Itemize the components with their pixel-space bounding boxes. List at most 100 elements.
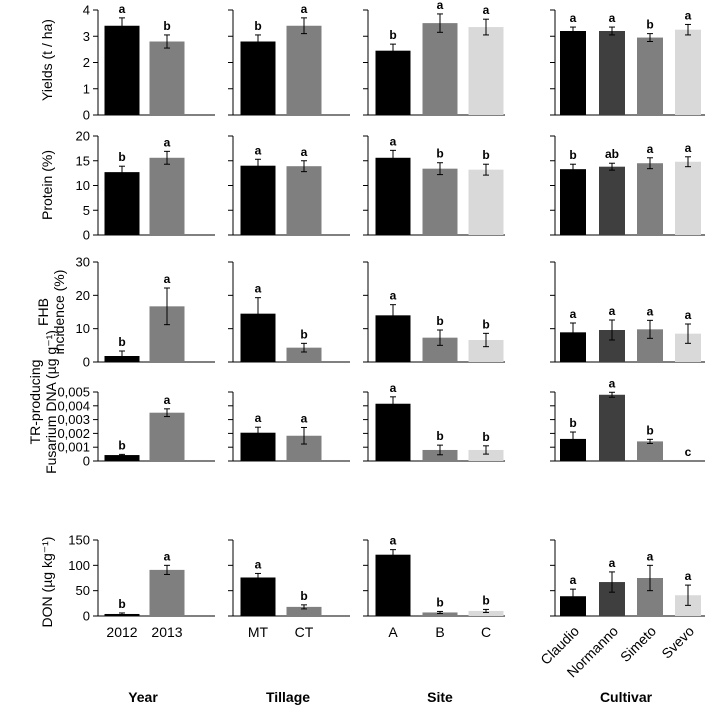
significance-letter: a — [164, 549, 171, 563]
significance-letter: b — [300, 327, 307, 341]
row-3-tick-label: 30 — [76, 255, 90, 270]
significance-letter: a — [483, 3, 490, 17]
significance-letter: a — [609, 11, 616, 25]
row-3-tick-label: 0 — [83, 355, 90, 370]
row-1-tick-label: 4 — [83, 3, 90, 18]
row-3-tick-label: 20 — [76, 288, 90, 303]
significance-letter: b — [254, 19, 261, 33]
significance-letter: a — [609, 556, 616, 570]
significance-letter: b — [569, 416, 576, 430]
row-1-tick-label: 0 — [83, 108, 90, 123]
row-2-tick-label: 0 — [83, 228, 90, 243]
row-1-tick-label: 2 — [83, 55, 90, 70]
significance-letter: a — [609, 304, 616, 318]
bar-year-2013-row-4 — [150, 413, 185, 461]
bar-cultivar-svevo-row-1 — [675, 30, 701, 115]
significance-letter: a — [301, 2, 308, 16]
category-label-b: B — [435, 624, 444, 640]
significance-letter: a — [437, 0, 444, 12]
row-2-tick-label: 10 — [76, 178, 90, 193]
row-2-tick-label: 20 — [76, 129, 90, 144]
significance-letter: a — [255, 282, 262, 296]
bar-year-2013-row-1 — [150, 42, 185, 116]
bar-year-2013-row-5 — [150, 570, 185, 616]
category-label-2012: 2012 — [106, 624, 137, 640]
bar-tillage-mt-row-2 — [241, 166, 276, 235]
significance-letter: a — [390, 381, 397, 395]
bar-tillage-mt-row-5 — [241, 577, 276, 616]
significance-letter: b — [389, 28, 396, 42]
row-4-ylabel-line-1: TR-producing — [27, 360, 43, 445]
significance-letter: b — [436, 429, 443, 443]
bar-year-2013-row-2 — [150, 158, 185, 235]
row-5-tick-label: 50 — [76, 583, 90, 598]
significance-letter: b — [482, 317, 489, 331]
significance-letter: ab — [605, 147, 619, 161]
bar-year-2012-row-2 — [105, 172, 140, 235]
significance-letter: b — [482, 148, 489, 162]
bar-site-c-row-2 — [469, 170, 504, 235]
row-5-tick-label: 0 — [83, 609, 90, 624]
significance-letter: a — [647, 304, 654, 318]
factor-label-cultivar: Cultivar — [600, 689, 653, 705]
significance-letter: b — [436, 595, 443, 609]
significance-letter: b — [118, 150, 125, 164]
significance-letter: b — [118, 597, 125, 611]
bar-cultivar-normanno-row-4 — [599, 395, 625, 461]
category-label-svevo: Svevo — [658, 623, 697, 662]
bar-cultivar-simeto-row-1 — [637, 38, 663, 115]
significance-letter: b — [482, 593, 489, 607]
significance-letter: a — [685, 569, 692, 583]
multi-panel-bar-chart: Yields (t / ha)01234 ab baba aa a baProtein (… — [0, 0, 708, 712]
category-label-ct: CT — [295, 624, 314, 640]
bar-site-a-row-1 — [376, 51, 411, 115]
category-label-simeto: Simeto — [617, 623, 659, 665]
row-1-tick-label: 1 — [83, 81, 90, 96]
bar-tillage-ct-row-1 — [287, 26, 322, 115]
row-5-tick-label: 150 — [68, 533, 90, 548]
significance-letter: b — [646, 18, 653, 32]
row-4-tick-label: 0,005 — [57, 385, 90, 400]
category-label-2013: 2013 — [151, 624, 182, 640]
bar-site-a-row-5 — [376, 555, 411, 616]
significance-letter: a — [390, 134, 397, 148]
bar-cultivar-simeto-row-2 — [637, 163, 663, 235]
row-4-ylabel: TR-producing Fusarium DNA (µg g⁻¹) — [27, 330, 59, 474]
significance-letter: a — [164, 393, 171, 407]
bar-cultivar-svevo-row-2 — [675, 162, 701, 235]
significance-letter: a — [390, 534, 397, 548]
category-label-mt: MT — [248, 624, 269, 640]
significance-letter: a — [255, 411, 262, 425]
category-label-c: C — [481, 624, 491, 640]
row-3-ylabel-line-1: FHB — [35, 298, 51, 326]
bar-cultivar-normanno-row-1 — [599, 31, 625, 115]
row-1-tick-label: 3 — [83, 29, 90, 44]
bar-cultivar-claudio-row-1 — [560, 31, 586, 115]
row-5-tick-label: 100 — [68, 558, 90, 573]
significance-letter: a — [647, 142, 654, 156]
significance-letter: a — [164, 272, 171, 286]
significance-letter: a — [390, 289, 397, 303]
row-5-ylabel-line-1: DON (µg kg⁻¹) — [39, 537, 55, 628]
bar-site-a-row-2 — [376, 158, 411, 235]
row-1-ylabel: Yields (t / ha) — [39, 19, 55, 101]
significance-letter: b — [646, 423, 653, 437]
significance-letter: b — [118, 438, 125, 452]
significance-letter: c — [685, 445, 692, 459]
significance-letter: b — [300, 589, 307, 603]
significance-letter: a — [685, 8, 692, 22]
significance-letter: a — [164, 135, 171, 149]
significance-letter: a — [255, 143, 262, 157]
factor-label-tillage: Tillage — [266, 689, 310, 705]
bar-site-c-row-1 — [469, 27, 504, 115]
bar-site-b-row-2 — [423, 169, 458, 235]
significance-letter: a — [570, 11, 577, 25]
bar-site-b-row-1 — [423, 23, 458, 115]
significance-letter: a — [119, 2, 126, 16]
significance-letter: a — [255, 557, 262, 571]
bar-year-2012-row-1 — [105, 26, 140, 115]
row-4-tick-label: 0,004 — [57, 398, 90, 413]
row-2-ylabel-line-1: Protein (%) — [39, 150, 55, 220]
row-2-tick-label: 15 — [76, 153, 90, 168]
row-4-tick-label: 0,001 — [57, 440, 90, 455]
